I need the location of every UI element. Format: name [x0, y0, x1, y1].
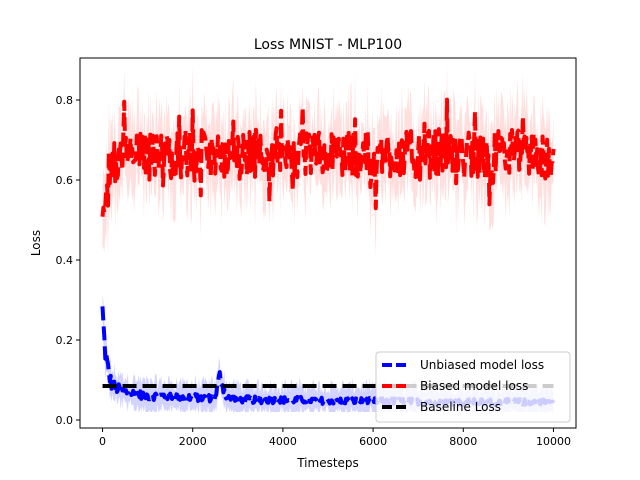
- series-line-unbiased: [100, 306, 556, 407]
- legend-label: Unbiased model loss: [420, 358, 544, 372]
- x-axis-label: Timesteps: [296, 456, 359, 470]
- y-tick-label: 0.8: [56, 94, 74, 107]
- x-tick-label: 6000: [359, 435, 387, 448]
- plot-frame: [79, 57, 577, 429]
- legend-label: Baseline Loss: [420, 400, 501, 414]
- legend-label: Biased model loss: [420, 379, 528, 393]
- y-axis-label: Loss: [29, 230, 43, 256]
- x-tick-label: 8000: [449, 435, 477, 448]
- legend: Unbiased model loss Biased model loss Base…: [375, 351, 571, 423]
- x-tick-label: 4000: [269, 435, 297, 448]
- y-tick-label: 0.4: [56, 254, 74, 267]
- x-tick-label: 10000: [536, 435, 571, 448]
- x-tick-label: 0: [99, 435, 106, 448]
- series-line-biased: [100, 97, 556, 217]
- legend-box: [375, 351, 571, 423]
- x-tick-label: 2000: [179, 435, 207, 448]
- y-tick-label: 0.2: [56, 334, 74, 347]
- y-tick-label: 0.0: [56, 414, 74, 427]
- chart-title: Loss MNIST - MLP100: [254, 37, 402, 53]
- y-tick-label: 0.6: [56, 174, 74, 187]
